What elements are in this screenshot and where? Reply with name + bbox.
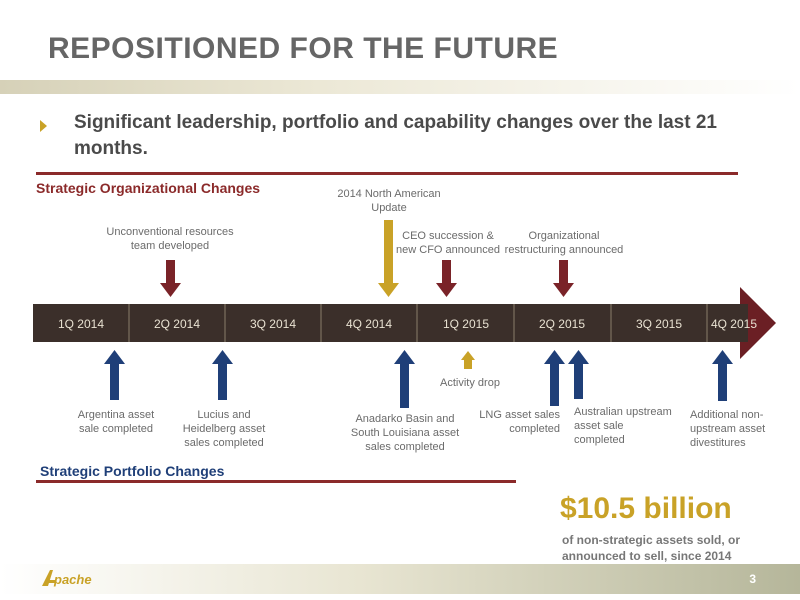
logo-icon: pache (42, 570, 92, 587)
summary-amount: $10.5 billion (560, 492, 732, 525)
bullet-triangle-icon (40, 120, 47, 132)
up-arrow-icon (461, 351, 475, 369)
section-divider-top (36, 172, 738, 175)
quarter-label: 2Q 2014 (154, 317, 200, 331)
quarter-label: 2Q 2015 (539, 317, 585, 331)
footer-band (0, 564, 800, 594)
timeline-bar (33, 287, 776, 359)
summary-caption: of non-strategic assets sold, or announc… (562, 533, 741, 563)
note-north-american-update: 2014 North American Update (337, 188, 441, 214)
org-changes-label: Strategic Organizational Changes (36, 180, 261, 196)
apache-logo: pache (40, 568, 100, 588)
up-arrow-icon (568, 350, 589, 399)
down-arrow-icon (160, 260, 181, 297)
portfolio-changes-label: Strategic Portfolio Changes (40, 463, 225, 479)
down-arrow-icon (553, 260, 574, 297)
note-org-restructuring: Organizational restructuring announced (504, 230, 624, 256)
note-lng: LNG asset sales completed (479, 409, 560, 435)
note-unconventional: Unconventional resources team developed (106, 226, 234, 252)
down-arrow-icon (378, 220, 399, 297)
quarter-label: 1Q 2015 (443, 317, 489, 331)
quarter-label: 4Q 2015 (711, 317, 757, 331)
title-band (0, 80, 800, 94)
bullet-text: Significant leadership, portfolio and ca… (74, 112, 717, 159)
note-activity-drop: Activity drop (440, 377, 500, 389)
note-argentina: Argentina asset sale completed (77, 409, 155, 435)
up-arrow-icon (712, 350, 733, 401)
down-arrow-icon (436, 260, 457, 297)
up-arrow-icon (394, 350, 415, 408)
note-australian: Australian upstream asset sale completed (574, 406, 672, 446)
up-arrow-icon (104, 350, 125, 400)
quarter-label: 4Q 2014 (346, 317, 392, 331)
quarter-label: 3Q 2014 (250, 317, 296, 331)
up-arrow-icon (212, 350, 233, 400)
note-lucius-heidelberg: Lucius and Heidelberg asset sales comple… (182, 409, 266, 449)
slide-title: REPOSITIONED FOR THE FUTURE (48, 32, 559, 65)
quarter-label: 3Q 2015 (636, 317, 682, 331)
page-number: 3 (749, 572, 756, 586)
quarter-label: 1Q 2014 (58, 317, 104, 331)
up-arrow-icon (544, 350, 565, 406)
section-divider-bottom (36, 480, 516, 483)
note-additional: Additional non-upstream asset divestitur… (690, 409, 766, 449)
note-anadarko: Anadarko Basin and South Louisiana asset… (350, 413, 460, 453)
svg-text:pache: pache (53, 572, 92, 587)
note-ceo-succession: CEO succession & new CFO announced (396, 230, 500, 256)
